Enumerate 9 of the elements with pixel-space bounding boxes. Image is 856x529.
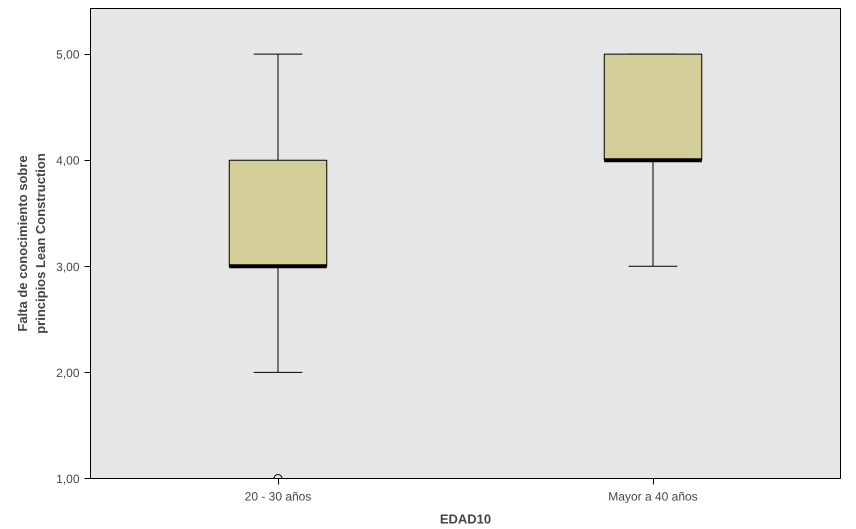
x-tick-label: Mayor a 40 años bbox=[608, 490, 698, 504]
x-axis-title: EDAD10 bbox=[440, 512, 492, 526]
y-tick-label: 4,00 bbox=[56, 154, 80, 168]
y-tick-label: 1,00 bbox=[56, 472, 80, 486]
y-axis-title: Falta de conocimiento sobre principios Lean Construction bbox=[15, 153, 48, 334]
x-tick-label: 20 - 30 años bbox=[244, 490, 312, 504]
y-tick-label: 2,00 bbox=[56, 366, 80, 380]
y-tick-label: 5,00 bbox=[56, 48, 80, 62]
y-tick-label: 3,00 bbox=[56, 260, 80, 274]
